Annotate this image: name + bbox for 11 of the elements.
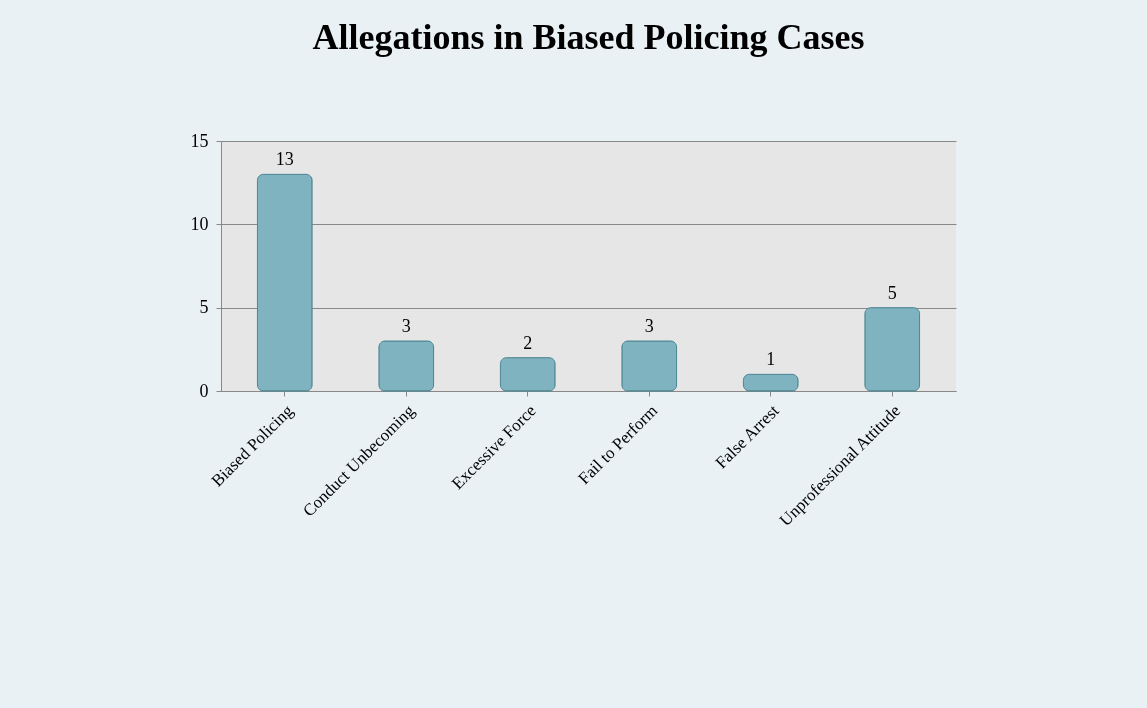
data-label: 3 [644, 316, 654, 336]
chart-title: Allegations in Biased Policing Cases [312, 17, 865, 57]
data-label: 3 [401, 316, 411, 336]
y-tick-label: 15 [190, 130, 209, 151]
y-tick-label: 0 [199, 380, 209, 401]
data-label: 2 [523, 332, 533, 353]
data-label: 5 [887, 282, 897, 303]
y-tick-label: 5 [199, 297, 209, 318]
data-label: 13 [275, 149, 294, 170]
data-label: 1 [766, 349, 776, 370]
y-tick-label: 10 [190, 213, 209, 234]
